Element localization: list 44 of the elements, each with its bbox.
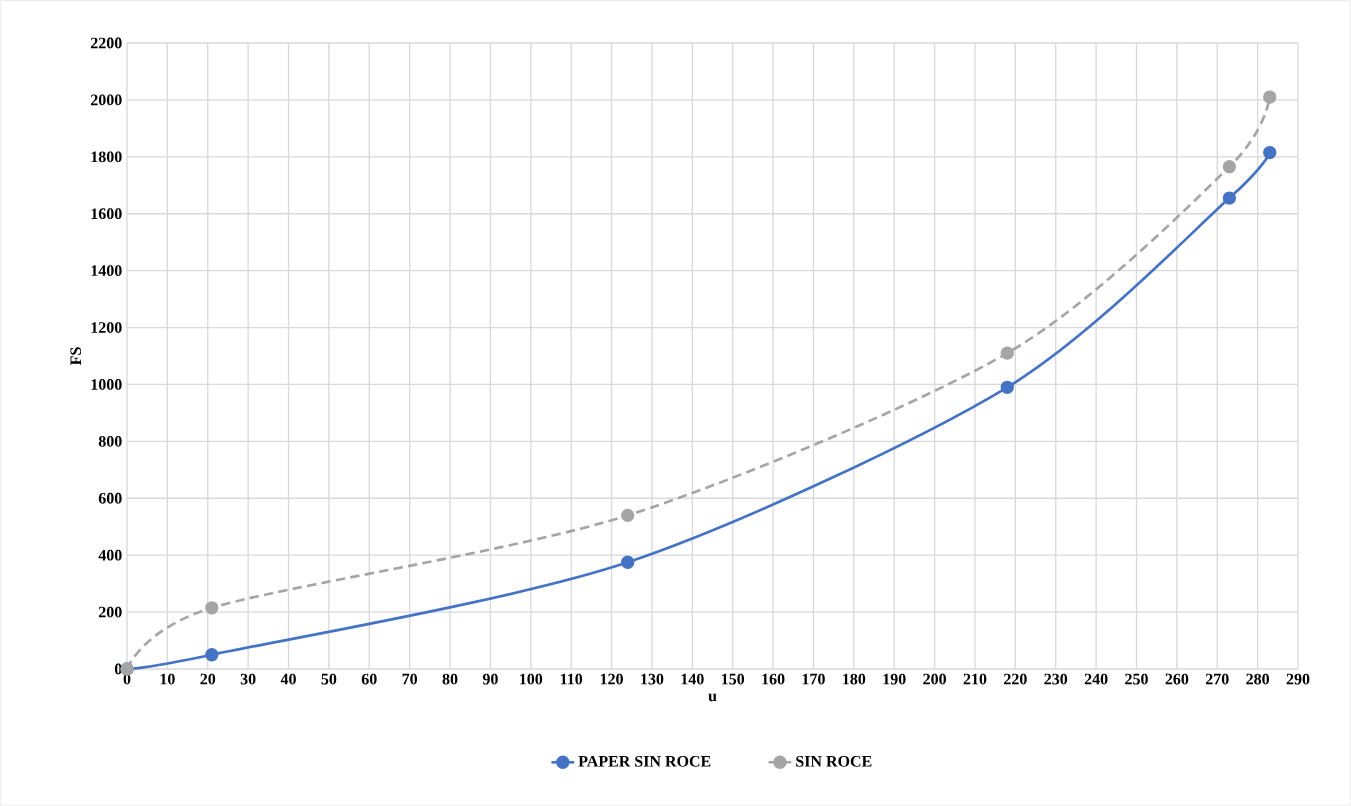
x-tick-label: 220 — [1004, 673, 1027, 685]
x-tick-label: 210 — [963, 673, 987, 685]
y-tick-label: 1600 — [91, 208, 122, 220]
x-tick-label: 150 — [721, 673, 745, 685]
x-tick-label: 30 — [240, 673, 256, 685]
y-tick-label: 2200 — [90, 37, 122, 49]
x-tick-label: 70 — [402, 673, 418, 685]
x-tick-label: 250 — [1125, 673, 1148, 685]
legend-label: PAPER SIN ROCE — [578, 755, 711, 767]
x-tick-label: 170 — [802, 673, 825, 685]
x-tick-label: 40 — [280, 673, 296, 685]
x-tick-label: 110 — [560, 673, 583, 685]
x-axis-title: u — [708, 693, 717, 702]
x-tick-label: 280 — [1246, 673, 1270, 685]
x-tick-label: 140 — [681, 673, 704, 685]
y-tick-label: 400 — [98, 549, 122, 561]
y-tick-label: 1800 — [91, 151, 122, 163]
x-tick-label: 180 — [843, 673, 866, 685]
x-tick-label: 120 — [600, 673, 623, 685]
x-tick-label: 270 — [1205, 673, 1229, 685]
x-tick-label: 90 — [482, 673, 498, 685]
x-tick-label: 100 — [520, 673, 543, 685]
legend-label: SIN ROCE — [796, 755, 872, 767]
y-axis-title: FS — [70, 347, 82, 366]
y-tick-label: 1000 — [91, 379, 122, 390]
y-tick-label: 200 — [98, 606, 122, 618]
x-tick-label: 130 — [641, 673, 664, 685]
y-tick-label: 2000 — [90, 94, 122, 106]
x-tick-label: 200 — [923, 673, 946, 685]
x-tick-label: 240 — [1084, 673, 1108, 685]
x-tick-label: 50 — [321, 673, 337, 685]
x-tick-label: 80 — [442, 673, 458, 685]
x-tick-label: 260 — [1165, 673, 1189, 685]
y-tick-label: 1400 — [91, 265, 122, 277]
x-tick-label: 190 — [883, 673, 906, 685]
y-tick-label: 800 — [98, 435, 122, 447]
x-tick-label: 20 — [200, 673, 216, 685]
x-tick-label: 160 — [762, 673, 785, 685]
x-tick-label: 60 — [361, 673, 377, 685]
y-tick-label: 1200 — [91, 322, 122, 333]
y-tick-label: 600 — [98, 492, 122, 504]
x-tick-label: 290 — [1286, 673, 1310, 685]
x-tick-label: 230 — [1044, 673, 1068, 685]
x-tick-label: 10 — [160, 673, 175, 685]
